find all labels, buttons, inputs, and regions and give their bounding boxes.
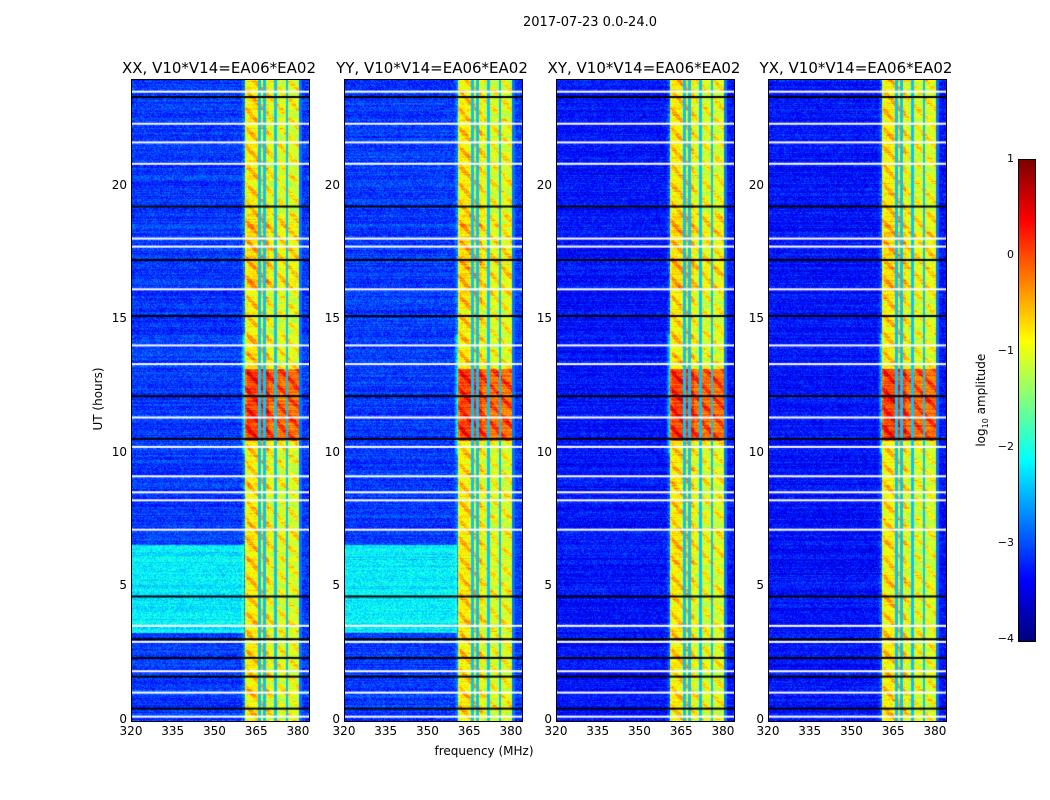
heatmap-yx	[768, 79, 947, 722]
x-tick-label: 335	[374, 724, 398, 738]
colorbar-label-rest: amplitude	[973, 353, 988, 419]
colorbar-tick-label: −3	[997, 536, 1014, 549]
heatmap-xy	[556, 79, 735, 722]
heatmap-yy	[344, 79, 523, 722]
y-tick-label: 20	[111, 177, 127, 192]
colorbar-tick-label: −2	[997, 440, 1014, 453]
x-tick-label: 350	[203, 724, 226, 738]
panel-title-yy: YY, V10*V14=EA06*EA02	[336, 59, 528, 77]
x-tick-label: 335	[161, 724, 185, 738]
x-tick-label: 365	[457, 724, 481, 738]
y-tick-label: 20	[536, 177, 552, 192]
y-tick-label: 0	[544, 712, 552, 726]
colorbar-label-main: log	[973, 428, 988, 447]
x-tick-label: 335	[798, 724, 822, 738]
y-tick-label: 5	[756, 578, 764, 593]
y-tick-label: 5	[119, 578, 127, 593]
x-tick-label: 335	[586, 724, 610, 738]
x-tick-label: 365	[244, 724, 268, 738]
x-tick-label: 380	[923, 724, 947, 738]
x-tick-label: 365	[881, 724, 905, 738]
y-tick-label: 20	[748, 177, 764, 192]
y-tick-label: 10	[536, 444, 552, 459]
x-tick-label: 320	[544, 724, 568, 738]
y-axis-label: UT (hours)	[91, 367, 105, 431]
panel-title-xx: XX, V10*V14=EA06*EA02	[121, 59, 316, 77]
y-tick-label: 20	[324, 177, 340, 192]
y-tick-label: 0	[119, 712, 127, 726]
colorbar-tick-label: 0	[1007, 248, 1014, 261]
x-tick-label: 380	[499, 724, 523, 738]
x-tick-label: 380	[286, 724, 310, 738]
panel-title-xy: XY, V10*V14=EA06*EA02	[547, 59, 741, 77]
x-tick-label: 350	[416, 724, 439, 738]
panel-title-yx: YX, V10*V14=EA06*EA02	[759, 59, 953, 77]
y-tick-label: 15	[748, 311, 764, 326]
y-tick-label: 0	[756, 712, 764, 726]
x-tick-label: 350	[840, 724, 863, 738]
colorbar-tick-label: −1	[997, 344, 1014, 357]
x-axis-label: frequency (MHz)	[434, 744, 534, 758]
x-tick-label: 320	[119, 724, 143, 738]
x-tick-label: 365	[669, 724, 693, 738]
y-tick-label: 10	[324, 444, 340, 459]
colorbar	[1018, 159, 1036, 642]
y-tick-label: 15	[324, 311, 340, 326]
y-tick-label: 10	[111, 444, 127, 459]
y-tick-label: 0	[332, 712, 340, 726]
colorbar-tick-label: −4	[997, 632, 1014, 645]
x-tick-label: 380	[711, 724, 735, 738]
y-tick-label: 5	[544, 578, 552, 593]
y-tick-label: 5	[332, 578, 340, 593]
colorbar-label: log10 amplitude	[974, 330, 990, 470]
x-tick-label: 320	[332, 724, 356, 738]
x-tick-label: 320	[756, 724, 780, 738]
figure-title: 2017-07-23 0.0-24.0	[523, 15, 657, 30]
y-tick-label: 15	[536, 311, 552, 326]
colorbar-tick-label: 1	[1007, 152, 1014, 165]
colorbar-label-sub: 10	[981, 418, 991, 429]
x-tick-label: 350	[628, 724, 651, 738]
heatmap-xx	[131, 79, 310, 722]
y-tick-label: 15	[111, 311, 127, 326]
y-tick-label: 10	[748, 444, 764, 459]
